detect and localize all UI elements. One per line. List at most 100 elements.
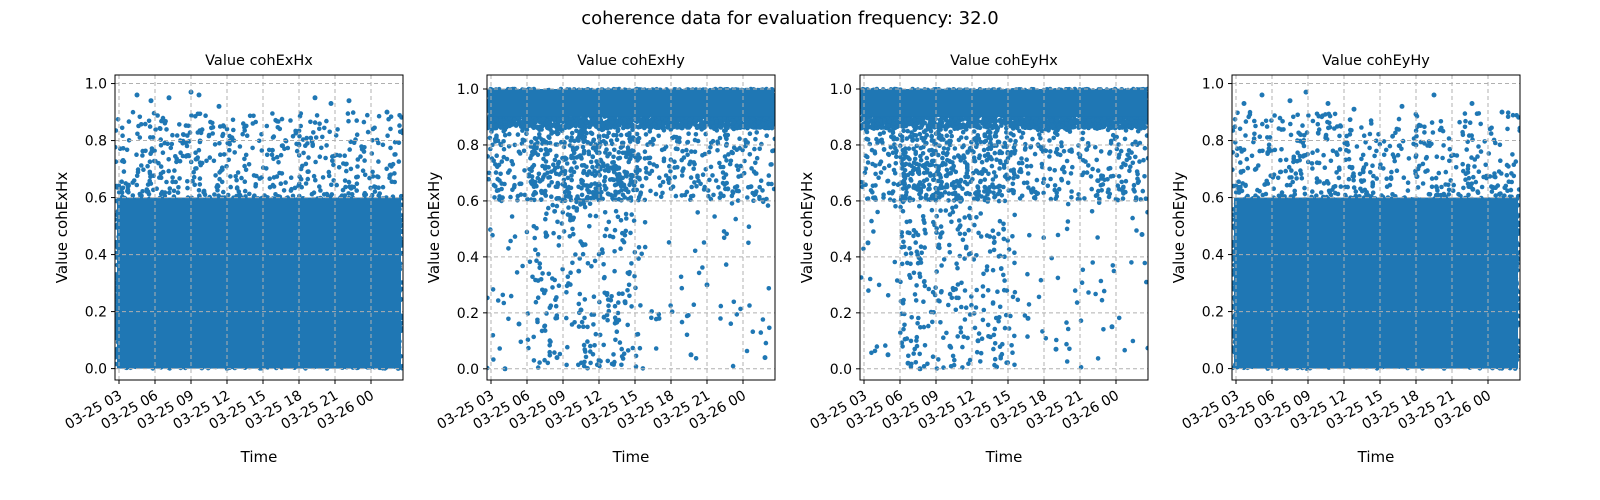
data-point <box>212 142 218 147</box>
data-point <box>560 267 565 272</box>
data-point <box>199 127 205 132</box>
data-point <box>137 135 143 140</box>
outlier-point <box>134 92 140 98</box>
data-point <box>317 184 322 189</box>
outlier-point <box>166 95 172 101</box>
data-point <box>195 156 200 162</box>
data-point <box>388 114 394 119</box>
data-point <box>684 332 690 338</box>
data-point <box>346 118 351 124</box>
data-point <box>211 158 217 164</box>
data-point <box>305 141 310 146</box>
grid <box>115 75 403 380</box>
data-point <box>546 183 552 188</box>
data-point <box>196 147 202 153</box>
data-point <box>330 158 335 164</box>
outlier-point <box>148 98 154 104</box>
data-point <box>544 311 549 316</box>
data-point <box>186 123 191 129</box>
data-point <box>197 111 203 117</box>
data-point <box>310 143 316 149</box>
data-point <box>372 189 378 194</box>
data-point <box>160 150 166 155</box>
data-point <box>242 156 247 162</box>
data-point <box>276 160 281 165</box>
data-point <box>246 162 252 167</box>
data-point <box>119 190 125 195</box>
data-point <box>221 124 227 129</box>
data-point <box>365 112 370 118</box>
data-point <box>134 152 139 157</box>
data-point <box>240 131 245 137</box>
data-point <box>313 159 318 165</box>
data-point <box>290 193 296 199</box>
data-point <box>362 172 368 178</box>
data-point <box>270 111 275 116</box>
data-point <box>296 128 302 134</box>
data-point <box>232 150 237 155</box>
data-point <box>355 157 361 162</box>
data-point <box>242 125 247 130</box>
data-point <box>225 140 230 146</box>
data-point <box>185 133 190 138</box>
data-point <box>370 174 376 179</box>
data-point <box>147 178 152 184</box>
data-point <box>354 132 360 137</box>
data-point <box>380 184 386 190</box>
data-point <box>508 293 514 299</box>
data-point <box>612 303 618 309</box>
y-tick-label: 1.0 <box>85 77 107 93</box>
data-point <box>216 193 221 198</box>
data-point <box>233 174 238 179</box>
data-point <box>385 133 390 138</box>
data-point <box>193 150 198 155</box>
data-point <box>288 175 294 180</box>
data-point <box>160 115 166 121</box>
data-point <box>126 119 132 124</box>
data-point <box>134 173 140 178</box>
data-point <box>492 195 497 200</box>
data-point <box>689 184 694 190</box>
data-point <box>612 227 618 233</box>
data-point <box>174 133 180 138</box>
data-point <box>221 189 226 195</box>
data-point <box>583 354 589 360</box>
data-point <box>308 119 313 125</box>
data-point <box>264 166 269 171</box>
data-point <box>342 178 348 183</box>
data-point <box>309 139 315 144</box>
data-point <box>753 160 758 166</box>
data-point <box>180 132 186 137</box>
data-point <box>243 167 249 173</box>
data-point <box>336 165 342 170</box>
data-point <box>362 158 367 163</box>
data-point <box>266 147 272 153</box>
data-point <box>119 125 125 131</box>
data-point <box>197 182 203 187</box>
data-point <box>354 188 360 193</box>
data-point <box>250 145 255 151</box>
data-point <box>365 129 371 135</box>
data-point <box>392 171 397 176</box>
y-tick-label: 0.0 <box>85 362 107 378</box>
data-point <box>206 133 212 139</box>
y-axis-label: Value cohExHx <box>53 172 71 284</box>
data-point <box>384 166 390 172</box>
data-point <box>139 163 144 168</box>
data-point <box>115 315 118 320</box>
data-point <box>172 168 177 173</box>
data-point <box>191 170 196 175</box>
outlier-point <box>346 98 352 104</box>
data-point <box>121 169 127 174</box>
data-point <box>334 182 340 188</box>
data-point <box>173 179 178 185</box>
data-point <box>306 155 311 160</box>
data-point <box>167 186 173 191</box>
data-point <box>180 138 186 144</box>
data-point <box>164 179 169 185</box>
data-point <box>297 133 302 139</box>
data-point <box>165 141 170 147</box>
data-point <box>399 115 403 120</box>
data-point <box>164 127 169 132</box>
